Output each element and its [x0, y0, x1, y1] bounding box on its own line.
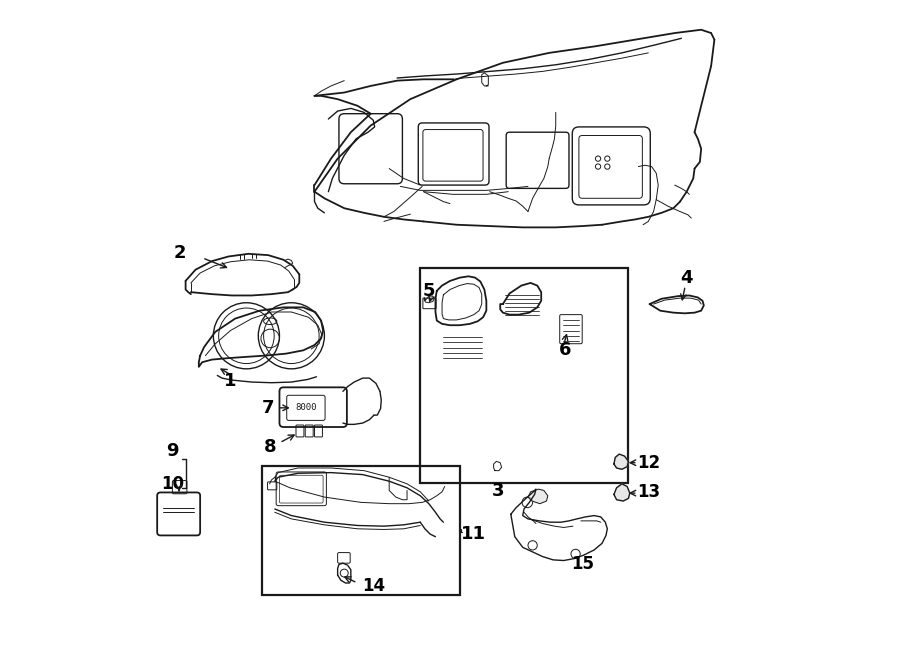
Text: 5: 5 — [423, 282, 435, 300]
Text: 10: 10 — [161, 475, 184, 493]
Text: 15: 15 — [571, 555, 594, 573]
Text: 3: 3 — [491, 482, 504, 500]
Polygon shape — [614, 484, 630, 501]
Text: 11: 11 — [461, 525, 486, 543]
Text: 8: 8 — [264, 438, 276, 457]
Text: 7: 7 — [261, 399, 274, 417]
Text: 9: 9 — [166, 442, 178, 460]
Polygon shape — [528, 489, 548, 504]
Text: 12: 12 — [636, 453, 660, 472]
Text: 13: 13 — [636, 483, 660, 502]
Bar — [420, 268, 628, 483]
Bar — [262, 466, 460, 595]
Text: 8000: 8000 — [295, 403, 317, 412]
Text: 2: 2 — [174, 244, 186, 262]
Text: 4: 4 — [680, 268, 693, 287]
Text: 14: 14 — [363, 577, 385, 596]
Text: 6: 6 — [559, 341, 572, 360]
Text: 1: 1 — [224, 371, 237, 390]
Polygon shape — [614, 454, 628, 469]
